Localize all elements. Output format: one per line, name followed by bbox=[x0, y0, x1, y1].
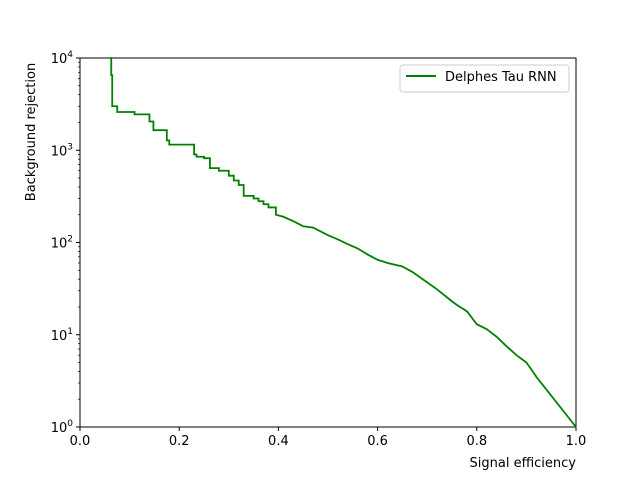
series-line bbox=[109, 57, 577, 428]
y-tick-label: 104 bbox=[51, 50, 74, 67]
x-tick-label: 0.8 bbox=[466, 434, 487, 449]
x-tick-label: 0.0 bbox=[70, 434, 91, 449]
x-tick-label: 0.6 bbox=[367, 434, 388, 449]
legend-box bbox=[399, 64, 570, 93]
y-axis: 100 101 102 103 104 bbox=[51, 50, 80, 436]
y-tick-label: 101 bbox=[51, 327, 73, 344]
y-tick-label: 102 bbox=[51, 235, 73, 252]
legend: Delphes Tau RNN bbox=[399, 64, 570, 93]
y-tick-label: 103 bbox=[51, 142, 73, 159]
series-layer bbox=[109, 57, 577, 428]
x-tick-label: 0.4 bbox=[268, 434, 289, 449]
x-tick-label: 1.0 bbox=[566, 434, 587, 449]
plot-frame bbox=[79, 57, 577, 428]
y-axis-label: Background rejection bbox=[24, 63, 39, 201]
x-axis-label: Signal efficiency bbox=[470, 456, 577, 471]
legend-label: Delphes Tau RNN bbox=[445, 70, 557, 85]
plot-area: 0.0 0.2 0.4 0.6 0.8 1.0 100 101 102 103 104 bbox=[51, 50, 587, 449]
x-axis: 0.0 0.2 0.4 0.6 0.8 1.0 bbox=[70, 427, 587, 449]
x-tick-label: 0.2 bbox=[169, 434, 190, 449]
y-tick-label: 100 bbox=[51, 419, 74, 436]
